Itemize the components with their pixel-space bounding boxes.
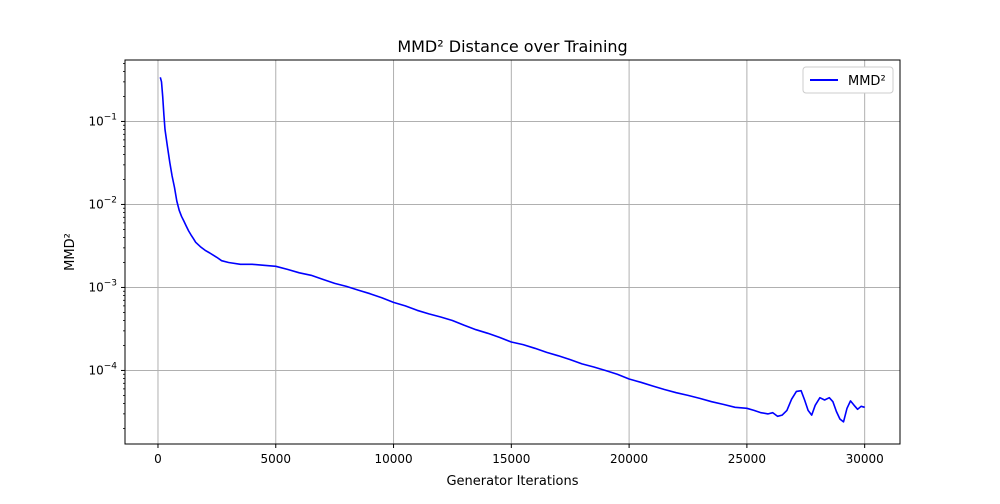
x-axis-label: Generator Iterations — [446, 474, 578, 489]
series-layer — [159, 77, 865, 423]
y-axis-label: MMD² — [63, 233, 78, 271]
plot-frame — [124, 59, 901, 445]
x-axis: 0 5000 10000 15000 20000 25000 30000 — [154, 444, 884, 466]
x-tick-label: 30000 — [846, 452, 884, 466]
legend: MMD² — [802, 66, 894, 94]
x-tick-label: 25000 — [728, 452, 766, 466]
series-line-mmd2 — [159, 77, 865, 423]
legend-label: MMD² — [848, 74, 886, 89]
x-tick-label: 0 — [154, 452, 162, 466]
x-tick-label: 15000 — [492, 452, 530, 466]
x-tick-label: 10000 — [374, 452, 412, 466]
x-tick-label: 5000 — [260, 452, 291, 466]
chart-title: MMD² Distance over Training — [397, 37, 627, 56]
grid — [125, 60, 900, 444]
legend-box — [802, 66, 894, 94]
x-tick-label: 20000 — [610, 452, 648, 466]
